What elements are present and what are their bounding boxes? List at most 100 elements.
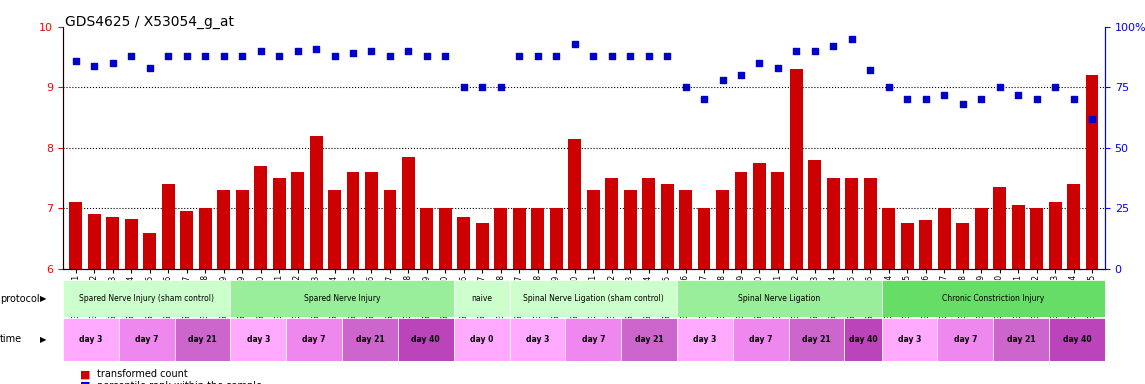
Point xyxy=(1045,84,1064,91)
Bar xyxy=(606,178,618,269)
Point xyxy=(732,72,750,78)
Bar xyxy=(1012,205,1025,269)
Point xyxy=(85,63,103,69)
FancyBboxPatch shape xyxy=(230,280,453,317)
Text: ▶: ▶ xyxy=(40,294,47,303)
Bar xyxy=(513,208,526,269)
Text: naive: naive xyxy=(471,294,492,303)
Point xyxy=(104,60,123,66)
Point xyxy=(898,96,916,103)
Point xyxy=(1027,96,1045,103)
Text: day 21: day 21 xyxy=(1006,335,1035,344)
Point xyxy=(344,50,362,56)
FancyBboxPatch shape xyxy=(230,318,286,361)
Point xyxy=(750,60,768,66)
Point xyxy=(677,84,695,91)
Point xyxy=(289,48,307,54)
Bar xyxy=(716,190,729,269)
Bar xyxy=(495,208,507,269)
Point xyxy=(806,48,824,54)
Point xyxy=(658,53,677,59)
Point xyxy=(234,53,252,59)
Bar xyxy=(439,208,452,269)
Point xyxy=(491,84,510,91)
Point xyxy=(473,84,491,91)
FancyBboxPatch shape xyxy=(994,318,1049,361)
Text: day 7: day 7 xyxy=(582,335,605,344)
Bar xyxy=(161,184,175,269)
FancyBboxPatch shape xyxy=(453,280,510,317)
FancyBboxPatch shape xyxy=(789,318,845,361)
Bar xyxy=(808,160,821,269)
FancyBboxPatch shape xyxy=(622,318,677,361)
Point xyxy=(307,46,325,52)
Bar xyxy=(106,217,119,269)
Point xyxy=(990,84,1009,91)
Bar xyxy=(827,178,839,269)
Point xyxy=(695,96,713,103)
Bar xyxy=(531,208,544,269)
Point xyxy=(1083,116,1101,122)
Text: ■: ■ xyxy=(80,381,90,384)
FancyBboxPatch shape xyxy=(733,318,789,361)
Bar xyxy=(1049,202,1061,269)
Point xyxy=(713,77,732,83)
Point xyxy=(935,91,954,98)
Text: day 40: day 40 xyxy=(411,335,440,344)
Bar xyxy=(753,163,766,269)
Text: Spared Nerve Injury (sham control): Spared Nerve Injury (sham control) xyxy=(79,294,214,303)
Bar xyxy=(254,166,267,269)
Text: day 21: day 21 xyxy=(634,335,663,344)
Point xyxy=(547,53,566,59)
Point xyxy=(621,53,639,59)
Point xyxy=(159,53,177,59)
Text: day 21: day 21 xyxy=(188,335,216,344)
Bar xyxy=(568,139,582,269)
Text: Spinal Nerve Ligation: Spinal Nerve Ligation xyxy=(739,294,821,303)
Bar xyxy=(624,190,637,269)
Point xyxy=(362,48,380,54)
Text: protocol: protocol xyxy=(0,293,40,304)
Bar xyxy=(550,208,562,269)
Text: percentile rank within the sample: percentile rank within the sample xyxy=(97,381,262,384)
FancyBboxPatch shape xyxy=(1049,318,1105,361)
FancyBboxPatch shape xyxy=(566,318,622,361)
FancyBboxPatch shape xyxy=(119,318,175,361)
Text: Spared Nerve Injury: Spared Nerve Injury xyxy=(303,294,380,303)
Point xyxy=(1009,91,1027,98)
Text: transformed count: transformed count xyxy=(97,369,188,379)
Point xyxy=(1065,96,1083,103)
Bar xyxy=(180,211,194,269)
Text: day 3: day 3 xyxy=(246,335,270,344)
Bar xyxy=(697,208,711,269)
Bar xyxy=(236,190,248,269)
Bar xyxy=(661,184,673,269)
Bar xyxy=(199,208,212,269)
Point xyxy=(196,53,214,59)
Text: day 7: day 7 xyxy=(302,335,326,344)
Bar xyxy=(790,69,803,269)
Text: day 3: day 3 xyxy=(898,335,922,344)
Point xyxy=(455,84,473,91)
Point xyxy=(436,53,455,59)
Bar xyxy=(901,223,914,269)
Bar xyxy=(365,172,378,269)
Text: time: time xyxy=(0,334,22,344)
FancyBboxPatch shape xyxy=(677,280,882,317)
FancyBboxPatch shape xyxy=(845,318,882,361)
Bar xyxy=(1085,75,1098,269)
Bar xyxy=(273,178,285,269)
Text: ▶: ▶ xyxy=(40,335,47,344)
Point xyxy=(177,53,196,59)
FancyBboxPatch shape xyxy=(63,280,230,317)
Point xyxy=(768,65,787,71)
Text: day 21: day 21 xyxy=(803,335,831,344)
Bar xyxy=(586,190,600,269)
Point xyxy=(972,96,990,103)
Text: day 3: day 3 xyxy=(79,335,103,344)
Point xyxy=(843,36,861,42)
Bar xyxy=(993,187,1006,269)
Point xyxy=(602,53,621,59)
Text: day 40: day 40 xyxy=(1063,335,1091,344)
Bar xyxy=(642,178,655,269)
